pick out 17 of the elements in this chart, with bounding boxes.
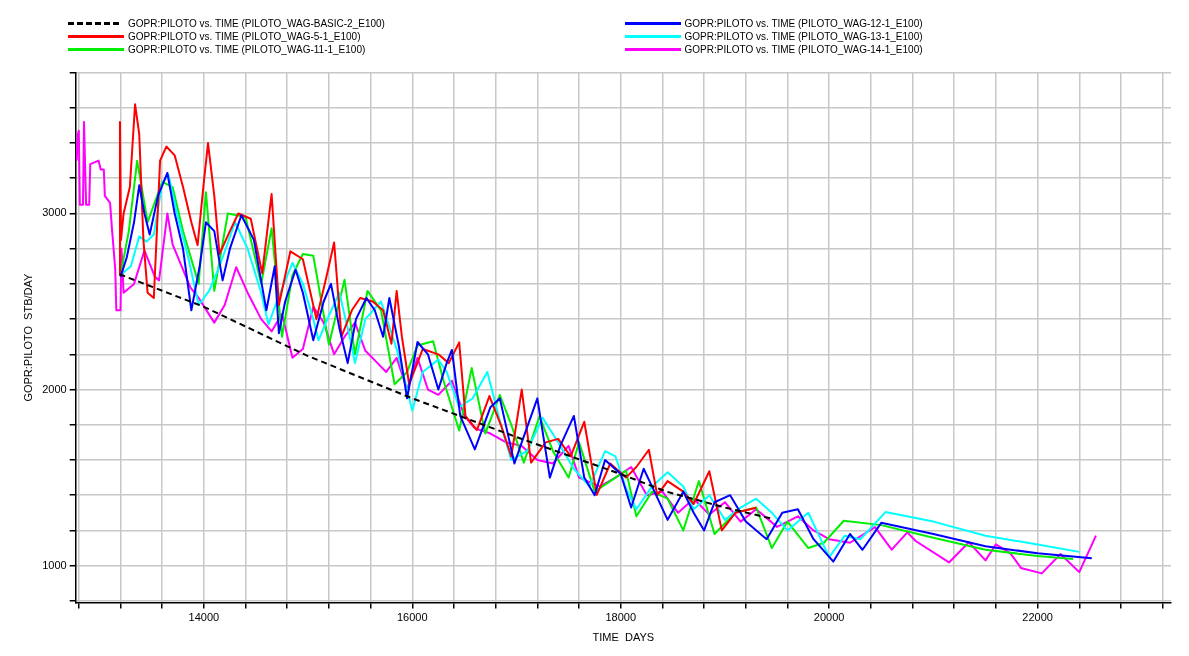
legend-label: GOPR:PILOTO vs. TIME (PILOTO_WAG-BASIC-2_E100): [128, 18, 385, 29]
legend-label: GOPR:PILOTO vs. TIME (PILOTO_WAG-12-1_E100): [684, 18, 923, 29]
legend-label: GOPR:PILOTO vs. TIME (PILOTO_WAG-14-1_E100): [684, 44, 923, 55]
legend-label: GOPR:PILOTO vs. TIME (PILOTO_WAG-11-1_E100): [128, 44, 366, 55]
x-tick-label: 18000: [605, 611, 637, 624]
y-tick-label: 1000: [42, 558, 67, 571]
x-tick-label: 20000: [813, 611, 845, 624]
line-series: [118, 273, 772, 520]
legend-label: GOPR:PILOTO vs. TIME (PILOTO_WAG-13-1_E100): [684, 31, 923, 42]
y-tick-label: 3000: [42, 206, 67, 219]
x-tick-label: 14000: [188, 611, 220, 624]
y-axis-title: GOPR:PILOTO STB/DAY: [21, 272, 34, 402]
x-axis-title: TIME DAYS: [592, 631, 655, 644]
x-tick-label: 22000: [1022, 611, 1053, 624]
y-tick-label: 2000: [42, 382, 67, 395]
legend-label: GOPR:PILOTO vs. TIME (PILOTO_WAG-5-1_E100): [128, 31, 361, 42]
x-tick-label: 16000: [397, 611, 428, 624]
